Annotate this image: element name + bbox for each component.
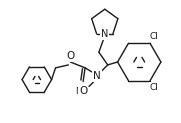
Text: N: N bbox=[101, 29, 108, 39]
Text: Cl: Cl bbox=[150, 32, 158, 41]
Text: Cl: Cl bbox=[150, 83, 158, 92]
Text: O: O bbox=[79, 86, 87, 96]
Text: N: N bbox=[93, 71, 101, 81]
Text: O: O bbox=[66, 51, 74, 61]
Text: Me: Me bbox=[75, 87, 88, 96]
